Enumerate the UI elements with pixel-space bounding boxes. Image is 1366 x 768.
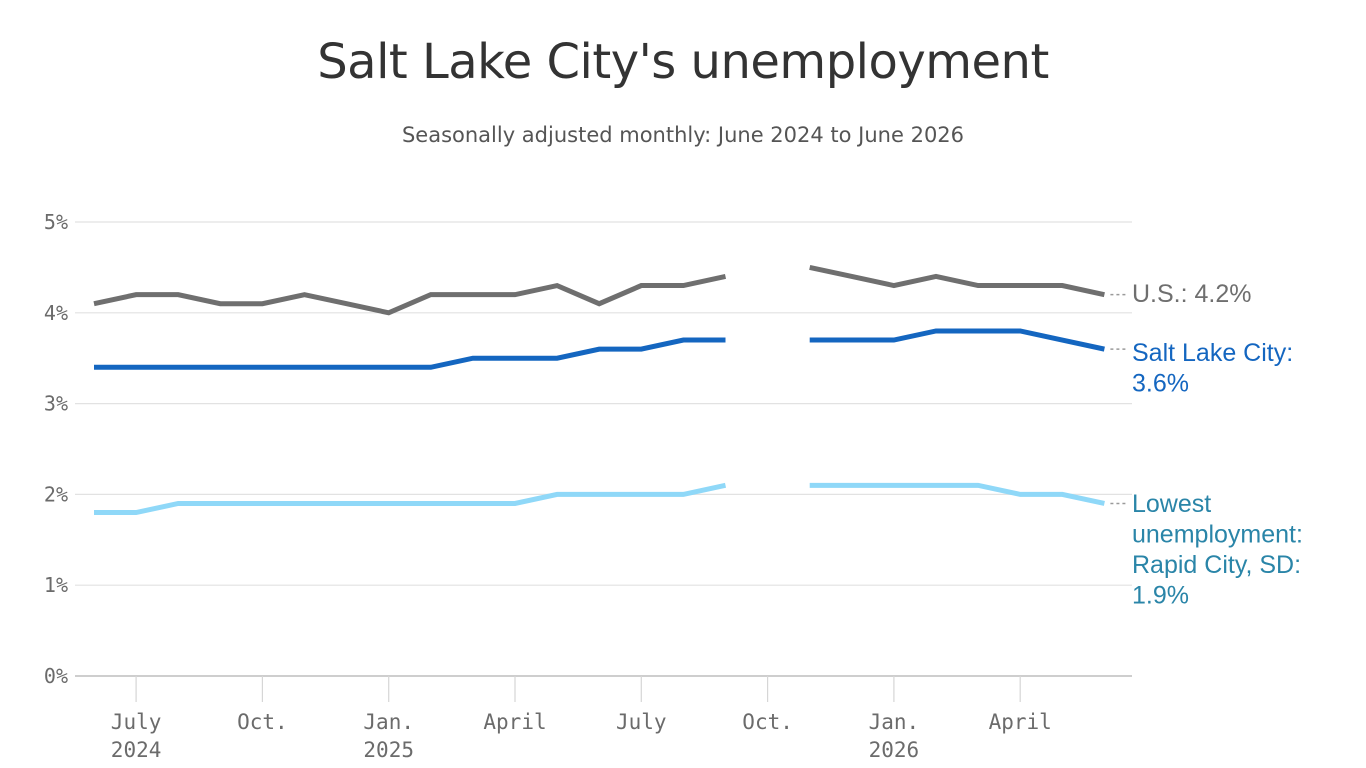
series-end-label: 3.6% — [1132, 370, 1189, 398]
y-tick-label: 5% — [44, 210, 68, 234]
series-end-labels: U.S.: 4.2% Salt Lake City: 3.6% Lowest unemp… — [1110, 280, 1303, 610]
chart-subtitle: Seasonally adjusted monthly: June 2024 t… — [401, 123, 965, 147]
y-axis-ticks: 0% 1% 2% 3% 4% 5% — [44, 210, 68, 688]
x-tick-label: Oct. — [742, 710, 793, 734]
series-end-label: U.S.: 4.2% — [1132, 280, 1252, 308]
x-tick-label: Oct. — [237, 710, 288, 734]
y-tick-label: 2% — [44, 482, 68, 506]
y-tick-label: 3% — [44, 392, 68, 416]
x-tick-label: April — [989, 710, 1052, 734]
series-end-label: Lowest — [1132, 490, 1211, 518]
x-tick-year-label: 2026 — [869, 738, 920, 762]
x-tick-label: July — [111, 710, 162, 734]
y-tick-label: 0% — [44, 664, 68, 688]
series-end-label: Salt Lake City: — [1132, 339, 1293, 367]
series-line — [94, 337, 726, 370]
chart-title: Salt Lake City's unemployment — [317, 34, 1049, 90]
x-tick-label: April — [483, 710, 546, 734]
x-axis-ticks: July 2024 Oct. Jan. 2025 April July Oct. Jan. 202… — [111, 676, 1052, 762]
x-tick-label: July — [616, 710, 667, 734]
x-tick-year-label: 2025 — [363, 738, 414, 762]
series-end-label: Rapid City, SD: — [1132, 551, 1301, 579]
series-line — [809, 328, 1105, 352]
y-tick-label: 1% — [44, 573, 68, 597]
x-tick-year-label: 2024 — [111, 738, 162, 762]
series-line — [809, 264, 1105, 298]
series-line — [93, 274, 727, 316]
gridlines — [75, 221, 1132, 677]
x-tick-label: Jan. — [869, 710, 920, 734]
series-end-label: 1.9% — [1132, 582, 1189, 610]
series-line — [809, 482, 1105, 506]
series-lines — [93, 264, 1105, 516]
y-tick-label: 4% — [44, 301, 68, 325]
x-tick-label: Jan. — [363, 710, 414, 734]
series-line — [94, 482, 727, 516]
series-end-label: unemployment: — [1132, 521, 1303, 549]
